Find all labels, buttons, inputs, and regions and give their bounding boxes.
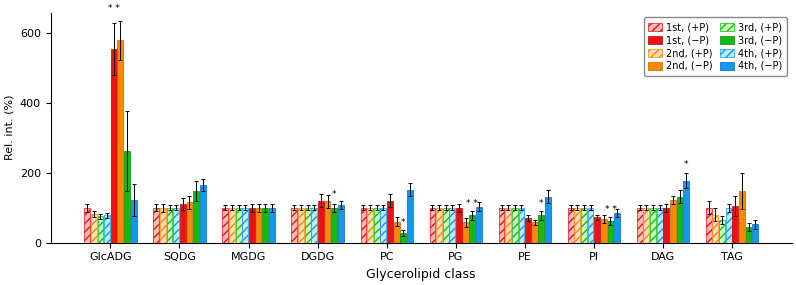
Text: *: * <box>332 190 337 199</box>
Bar <box>643 208 650 243</box>
Bar <box>131 200 137 243</box>
Bar <box>670 200 676 243</box>
Bar <box>249 208 255 243</box>
Bar <box>456 208 462 243</box>
Bar <box>607 221 614 243</box>
Bar <box>581 208 587 243</box>
Bar <box>229 208 235 243</box>
Bar <box>430 208 435 243</box>
Bar <box>118 40 123 243</box>
Bar <box>174 208 179 243</box>
Bar <box>400 233 406 243</box>
Bar <box>512 208 517 243</box>
Bar <box>545 197 551 243</box>
Bar <box>601 219 607 243</box>
Bar <box>387 201 393 243</box>
Bar <box>450 208 455 243</box>
Bar <box>298 208 304 243</box>
Bar <box>338 205 344 243</box>
Bar <box>256 208 261 243</box>
Bar <box>712 215 718 243</box>
Bar <box>706 208 712 243</box>
Bar <box>436 208 442 243</box>
Bar <box>726 208 732 243</box>
Bar <box>180 204 185 243</box>
Bar <box>111 49 117 243</box>
Bar <box>91 214 97 243</box>
Bar <box>291 208 297 243</box>
Bar <box>650 208 656 243</box>
Bar <box>394 222 400 243</box>
Bar <box>367 208 373 243</box>
Bar <box>318 201 324 243</box>
Bar <box>242 208 248 243</box>
Y-axis label: Rel. int. (%): Rel. int. (%) <box>4 95 14 160</box>
Bar <box>505 208 511 243</box>
Text: *: * <box>684 160 689 169</box>
Bar <box>462 222 469 243</box>
Bar <box>380 208 386 243</box>
Text: * *: * * <box>466 200 478 208</box>
Bar <box>305 208 310 243</box>
Text: *: * <box>539 200 544 208</box>
Bar <box>407 190 413 243</box>
Text: * *: * * <box>604 205 616 214</box>
Bar <box>124 151 130 243</box>
Bar <box>663 208 669 243</box>
Bar <box>677 197 682 243</box>
Bar <box>361 208 366 243</box>
Bar <box>532 222 537 243</box>
Bar <box>470 215 475 243</box>
Bar <box>732 206 738 243</box>
Bar <box>269 208 275 243</box>
Bar <box>719 220 725 243</box>
Bar <box>325 201 330 243</box>
Bar <box>595 217 600 243</box>
Bar <box>311 208 318 243</box>
Bar <box>498 208 505 243</box>
Bar <box>746 227 751 243</box>
Bar <box>160 208 166 243</box>
Bar <box>166 208 173 243</box>
Bar <box>236 208 241 243</box>
Bar <box>331 208 338 243</box>
Bar <box>154 208 159 243</box>
Bar <box>193 191 199 243</box>
Bar <box>104 215 110 243</box>
Bar <box>615 213 620 243</box>
Text: *: * <box>401 218 405 227</box>
Bar <box>568 208 574 243</box>
Bar <box>587 208 594 243</box>
Bar <box>222 208 228 243</box>
Bar <box>538 215 544 243</box>
Bar <box>262 208 268 243</box>
X-axis label: Glycerolipid class: Glycerolipid class <box>366 268 476 281</box>
Bar <box>374 208 380 243</box>
Bar <box>186 202 193 243</box>
Bar <box>476 207 482 243</box>
Bar <box>637 208 642 243</box>
Bar <box>200 185 205 243</box>
Bar <box>525 218 531 243</box>
Bar <box>98 216 103 243</box>
Bar <box>752 224 758 243</box>
Bar <box>443 208 449 243</box>
Bar <box>683 180 689 243</box>
Bar <box>84 208 90 243</box>
Bar <box>518 208 525 243</box>
Bar <box>657 208 662 243</box>
Bar <box>575 208 580 243</box>
Legend: 1st, (+P), 1st, (−P), 2nd, (+P), 2nd, (−P), 3rd, (+P), 3rd, (−P), 4th, (+P), 4th: 1st, (+P), 1st, (−P), 2nd, (+P), 2nd, (−… <box>644 17 787 76</box>
Text: * *: * * <box>107 4 119 13</box>
Bar <box>739 191 745 243</box>
